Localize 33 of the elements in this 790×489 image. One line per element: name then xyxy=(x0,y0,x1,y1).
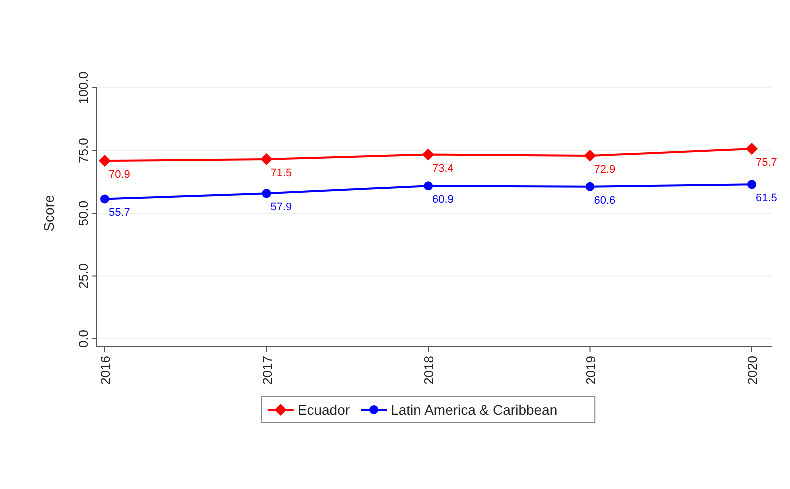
y-axis-title: Score xyxy=(41,195,57,232)
legend-label: Latin America & Caribbean xyxy=(391,402,558,418)
data-label: 57.9 xyxy=(270,202,292,214)
x-tick-label: 2017 xyxy=(260,356,275,385)
point xyxy=(262,189,272,198)
data-label: 60.9 xyxy=(432,194,454,206)
point xyxy=(100,194,110,204)
x-tick-label: 2018 xyxy=(422,356,436,385)
data-label: 61.5 xyxy=(756,192,778,205)
point xyxy=(746,142,758,155)
data-label: 55.7 xyxy=(109,207,130,220)
y-tick-label: 100.0 xyxy=(76,72,91,104)
data-label: 72.9 xyxy=(594,164,616,176)
legend-label: Ecuador xyxy=(298,402,350,418)
y-tick-label: 50.0 xyxy=(76,200,91,226)
x-tick-label: 2020 xyxy=(745,356,760,385)
point xyxy=(99,155,111,168)
point xyxy=(422,148,434,161)
data-label: 70.9 xyxy=(109,169,130,182)
data-label: 75.7 xyxy=(756,156,778,169)
x-tick-label: 2016 xyxy=(98,356,113,385)
point xyxy=(748,180,756,190)
point xyxy=(424,182,433,191)
data-label: 73.4 xyxy=(432,162,454,175)
x-tick-label: 2019 xyxy=(583,356,598,385)
y-tick-label: 0.0 xyxy=(76,330,91,348)
y-tick-label: 75.0 xyxy=(76,138,91,164)
point xyxy=(260,154,273,166)
point xyxy=(584,150,596,162)
data-label: 60.6 xyxy=(594,194,616,207)
point xyxy=(586,182,595,192)
data-label: 71.5 xyxy=(270,168,292,180)
y-tick-label: 25.0 xyxy=(76,264,91,289)
